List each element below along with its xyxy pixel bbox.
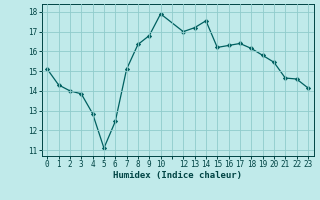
X-axis label: Humidex (Indice chaleur): Humidex (Indice chaleur) (113, 171, 242, 180)
